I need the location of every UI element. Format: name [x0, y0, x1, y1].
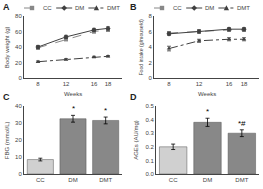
- svg-text:30: 30: [15, 120, 22, 126]
- svg-text:*: *: [72, 104, 75, 113]
- svg-text:40: 40: [15, 103, 22, 109]
- svg-text:0: 0: [18, 171, 22, 177]
- svg-text:0.3: 0.3: [145, 130, 154, 136]
- svg-text:18: 18: [241, 81, 248, 87]
- svg-text:4: 4: [148, 44, 152, 50]
- svg-text:0.1: 0.1: [145, 158, 154, 164]
- svg-text:8: 8: [167, 81, 171, 87]
- svg-text:FBG (mmol/L): FBG (mmol/L): [4, 122, 10, 160]
- svg-text:2: 2: [148, 60, 152, 66]
- svg-text:*: *: [206, 107, 209, 116]
- svg-text:16: 16: [226, 81, 233, 87]
- svg-text:Body weight (g): Body weight (g): [4, 27, 10, 69]
- svg-text:C: C: [3, 92, 10, 102]
- svg-text:CC: CC: [173, 5, 182, 11]
- svg-text:6: 6: [148, 29, 152, 35]
- svg-text:Weeks: Weeks: [198, 91, 216, 97]
- svg-text:DMT: DMT: [235, 177, 248, 183]
- svg-text:0.2: 0.2: [145, 144, 154, 150]
- svg-text:12: 12: [63, 81, 70, 87]
- svg-text:18: 18: [105, 81, 112, 87]
- svg-text:*: *: [104, 106, 107, 115]
- svg-text:B: B: [130, 2, 137, 12]
- svg-text:0.5: 0.5: [145, 103, 154, 109]
- svg-text:CC: CC: [43, 5, 52, 11]
- svg-text:DMT: DMT: [237, 5, 250, 11]
- svg-text:8: 8: [36, 81, 40, 87]
- svg-text:CC: CC: [169, 177, 178, 183]
- svg-text:0.0: 0.0: [145, 171, 154, 177]
- svg-text:DMT: DMT: [107, 5, 120, 11]
- svg-text:20: 20: [15, 60, 22, 66]
- svg-text:12: 12: [196, 81, 203, 87]
- svg-text:20: 20: [15, 137, 22, 143]
- svg-text:D: D: [130, 92, 137, 102]
- svg-text:16: 16: [91, 81, 98, 87]
- svg-text:AGEs (AU/mg): AGEs (AU/mg): [133, 120, 139, 160]
- svg-text:8: 8: [148, 13, 152, 19]
- svg-text:80: 80: [15, 13, 22, 19]
- svg-text:*#: *#: [238, 119, 246, 128]
- svg-text:CC: CC: [36, 177, 45, 183]
- svg-text:DM: DM: [203, 177, 212, 183]
- svg-text:10: 10: [15, 154, 22, 160]
- svg-text:DM: DM: [75, 5, 84, 11]
- svg-text:DMT: DMT: [99, 177, 112, 183]
- svg-text:0: 0: [18, 75, 22, 81]
- svg-text:DM: DM: [68, 177, 77, 183]
- svg-text:0: 0: [148, 75, 152, 81]
- svg-text:60: 60: [15, 29, 22, 35]
- svg-text:Weeks: Weeks: [64, 91, 82, 97]
- svg-text:0.4: 0.4: [145, 117, 154, 123]
- svg-text:40: 40: [15, 44, 22, 50]
- svg-text:A: A: [3, 2, 10, 12]
- svg-text:Food intake (g/mouse/d): Food intake (g/mouse/d): [138, 19, 144, 76]
- svg-text:DM: DM: [205, 5, 214, 11]
